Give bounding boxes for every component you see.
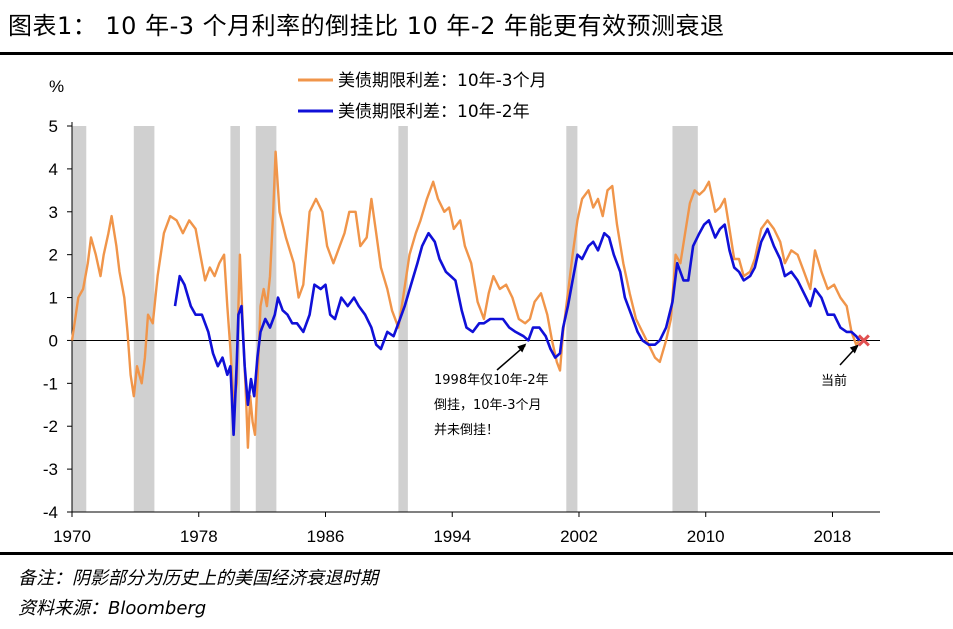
x-tick-label: 1970 [53, 527, 91, 546]
annotation-1998-line: 并未倒挂！ [434, 423, 499, 438]
y-tick-label: -4 [43, 503, 58, 522]
figure-source: 资料来源：Bloomberg [18, 598, 207, 619]
y-tick-label: 0 [49, 331, 58, 350]
y-tick-label: 2 [49, 246, 58, 265]
x-tick-label: 2018 [814, 527, 852, 546]
x-tick-label: 1978 [180, 527, 218, 546]
x-tick-label: 2010 [687, 527, 725, 546]
y-tick-label: 5 [49, 117, 58, 136]
y-tick-label: 1 [49, 289, 58, 308]
legend-label-1: 美债期限利差：10年-2年 [338, 102, 530, 122]
recession-band-2 [230, 126, 240, 512]
current-marker-stroke-b [857, 334, 870, 347]
annotation-1998-arrowhead [517, 343, 527, 353]
figure-title: 图表1： 10 年-3 个月利率的倒挂比 10 年-2 年能更有效预测衰退 [8, 12, 725, 40]
recession-band-1 [133, 126, 155, 512]
y-tick-label: -2 [43, 417, 58, 436]
y-tick-label: 4 [49, 160, 58, 179]
annotation-current-label: 当前 [821, 373, 847, 389]
x-tick-label: 1994 [433, 527, 471, 546]
recession-band-4 [398, 126, 408, 512]
y-tick-label: 3 [49, 203, 58, 222]
axes: 5 4 3 2 1 0 -1 -2 -3 -4% 1970 1978 1986 1994 2002 2010 2… [43, 77, 880, 546]
bottom-rule [0, 552, 953, 555]
y-tick-label: -1 [43, 374, 58, 393]
annotation-current-arrowhead [849, 344, 859, 354]
series-lines [70, 150, 861, 449]
annotation-1998-line: 1998年仅10年-2年 [434, 373, 549, 388]
recession-band-5 [566, 126, 578, 512]
x-tick-label: 1986 [307, 527, 345, 546]
legend-label-0: 美债期限利差：10年-3个月 [338, 71, 547, 91]
recession-band-0 [72, 126, 87, 512]
x-tick-label: 2002 [560, 527, 598, 546]
y-axis-label: % [49, 77, 64, 96]
recession-shading [72, 126, 698, 512]
figure-note: 备注：阴影部分为历史上的美国经济衰退时期 [18, 568, 378, 589]
annotation-1998-line: 倒挂，10年-3个月 [434, 398, 542, 413]
recession-band-6 [672, 126, 698, 512]
top-rule [0, 52, 953, 55]
series-line-10y2y [173, 219, 861, 437]
y-tick-label: -3 [43, 460, 58, 479]
series-line-10y3m [70, 150, 861, 449]
